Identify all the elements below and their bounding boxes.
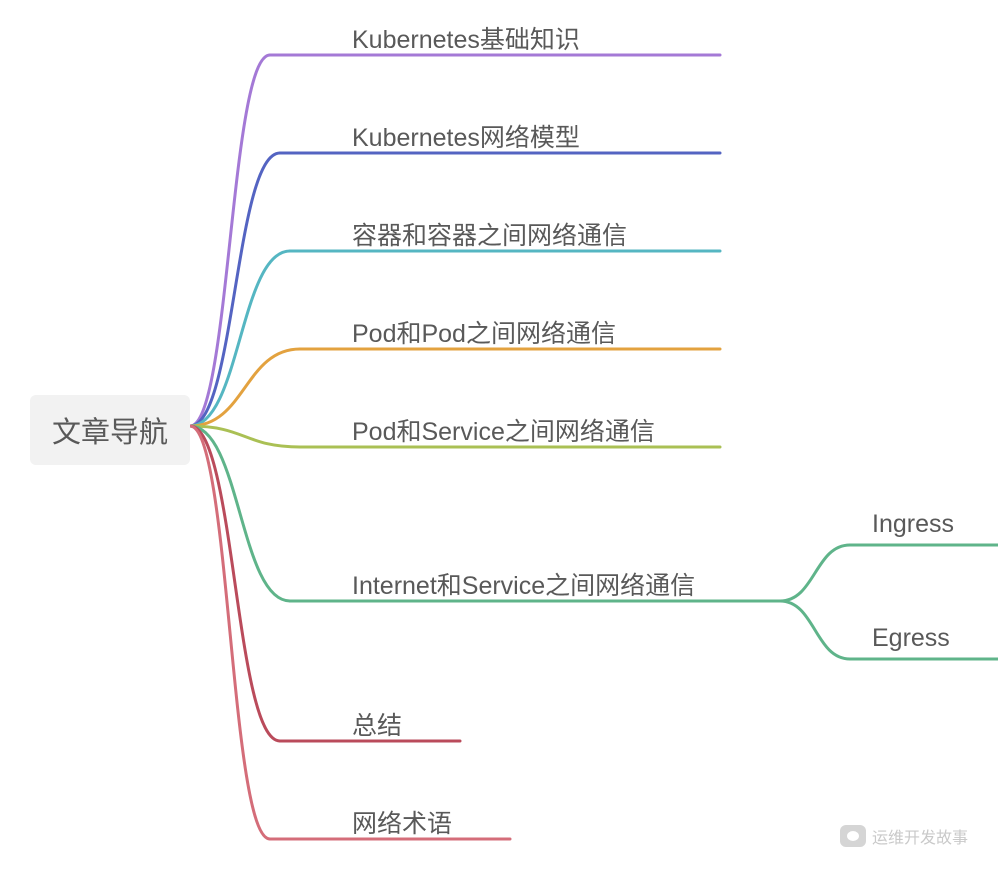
branch-label-1: Kubernetes网络模型 <box>352 118 580 154</box>
branch-label-6: 总结 <box>352 706 402 742</box>
branch-label-4: Pod和Service之间网络通信 <box>352 412 655 448</box>
branch-label-7: 网络术语 <box>352 804 452 840</box>
child-label-5-0: Ingress <box>872 510 954 539</box>
branch-label-5: Internet和Service之间网络通信 <box>352 566 695 602</box>
branch-label-0: Kubernetes基础知识 <box>352 20 580 56</box>
root-label: 文章导航 <box>52 417 168 449</box>
watermark: 运维开发故事 <box>840 824 968 848</box>
wechat-icon <box>840 825 866 847</box>
watermark-text: 运维开发故事 <box>872 824 968 848</box>
branch-label-3: Pod和Pod之间网络通信 <box>352 314 616 350</box>
root-node: 文章导航 <box>30 395 190 465</box>
child-label-5-1: Egress <box>872 624 950 653</box>
branch-label-2: 容器和容器之间网络通信 <box>352 216 627 252</box>
